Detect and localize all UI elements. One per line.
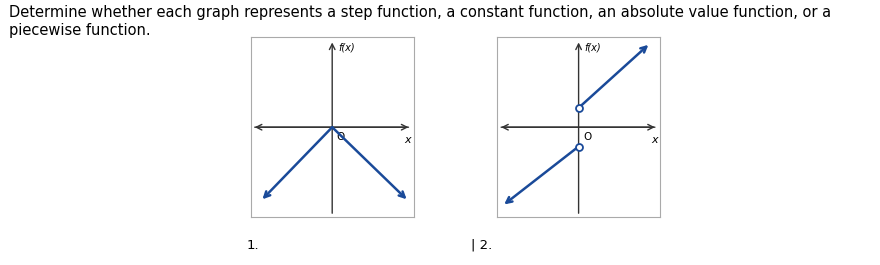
Text: O: O <box>337 132 345 142</box>
Text: O: O <box>583 132 591 142</box>
Text: x: x <box>405 135 411 145</box>
Text: f(x): f(x) <box>338 42 355 52</box>
Text: x: x <box>651 135 657 145</box>
Text: | 2.: | 2. <box>471 239 492 252</box>
Text: Determine whether each graph represents a step function, a constant function, an: Determine whether each graph represents … <box>9 5 831 38</box>
Text: f(x): f(x) <box>584 42 601 52</box>
Text: 1.: 1. <box>246 239 259 252</box>
